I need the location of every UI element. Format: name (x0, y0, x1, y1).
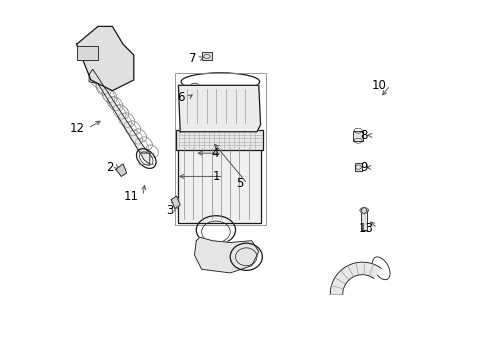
Text: 1: 1 (212, 170, 220, 183)
Polygon shape (89, 69, 149, 164)
Text: 7: 7 (188, 52, 196, 65)
Polygon shape (194, 237, 258, 273)
Bar (201, 53, 212, 60)
Text: 13: 13 (358, 222, 373, 235)
Bar (352, 131, 363, 141)
Text: 5: 5 (236, 177, 244, 190)
Bar (360, 210, 366, 230)
Bar (175, 73, 265, 225)
Polygon shape (361, 207, 366, 214)
Text: 4: 4 (211, 147, 218, 160)
Text: 11: 11 (124, 190, 139, 203)
FancyBboxPatch shape (178, 144, 260, 223)
Polygon shape (77, 26, 134, 91)
Bar (190, 86, 199, 100)
Text: 6: 6 (177, 91, 184, 104)
Polygon shape (171, 196, 180, 208)
Polygon shape (329, 262, 381, 294)
Text: 3: 3 (165, 204, 173, 217)
Text: 8: 8 (360, 129, 367, 142)
Polygon shape (116, 164, 126, 176)
Text: 9: 9 (360, 161, 367, 174)
Text: 12: 12 (69, 122, 84, 135)
Bar (362, 207, 365, 210)
Text: 10: 10 (371, 79, 386, 92)
Bar (77, 46, 98, 60)
Bar (354, 163, 362, 171)
Text: 2: 2 (106, 161, 113, 174)
Bar (176, 130, 263, 150)
Polygon shape (178, 85, 260, 132)
